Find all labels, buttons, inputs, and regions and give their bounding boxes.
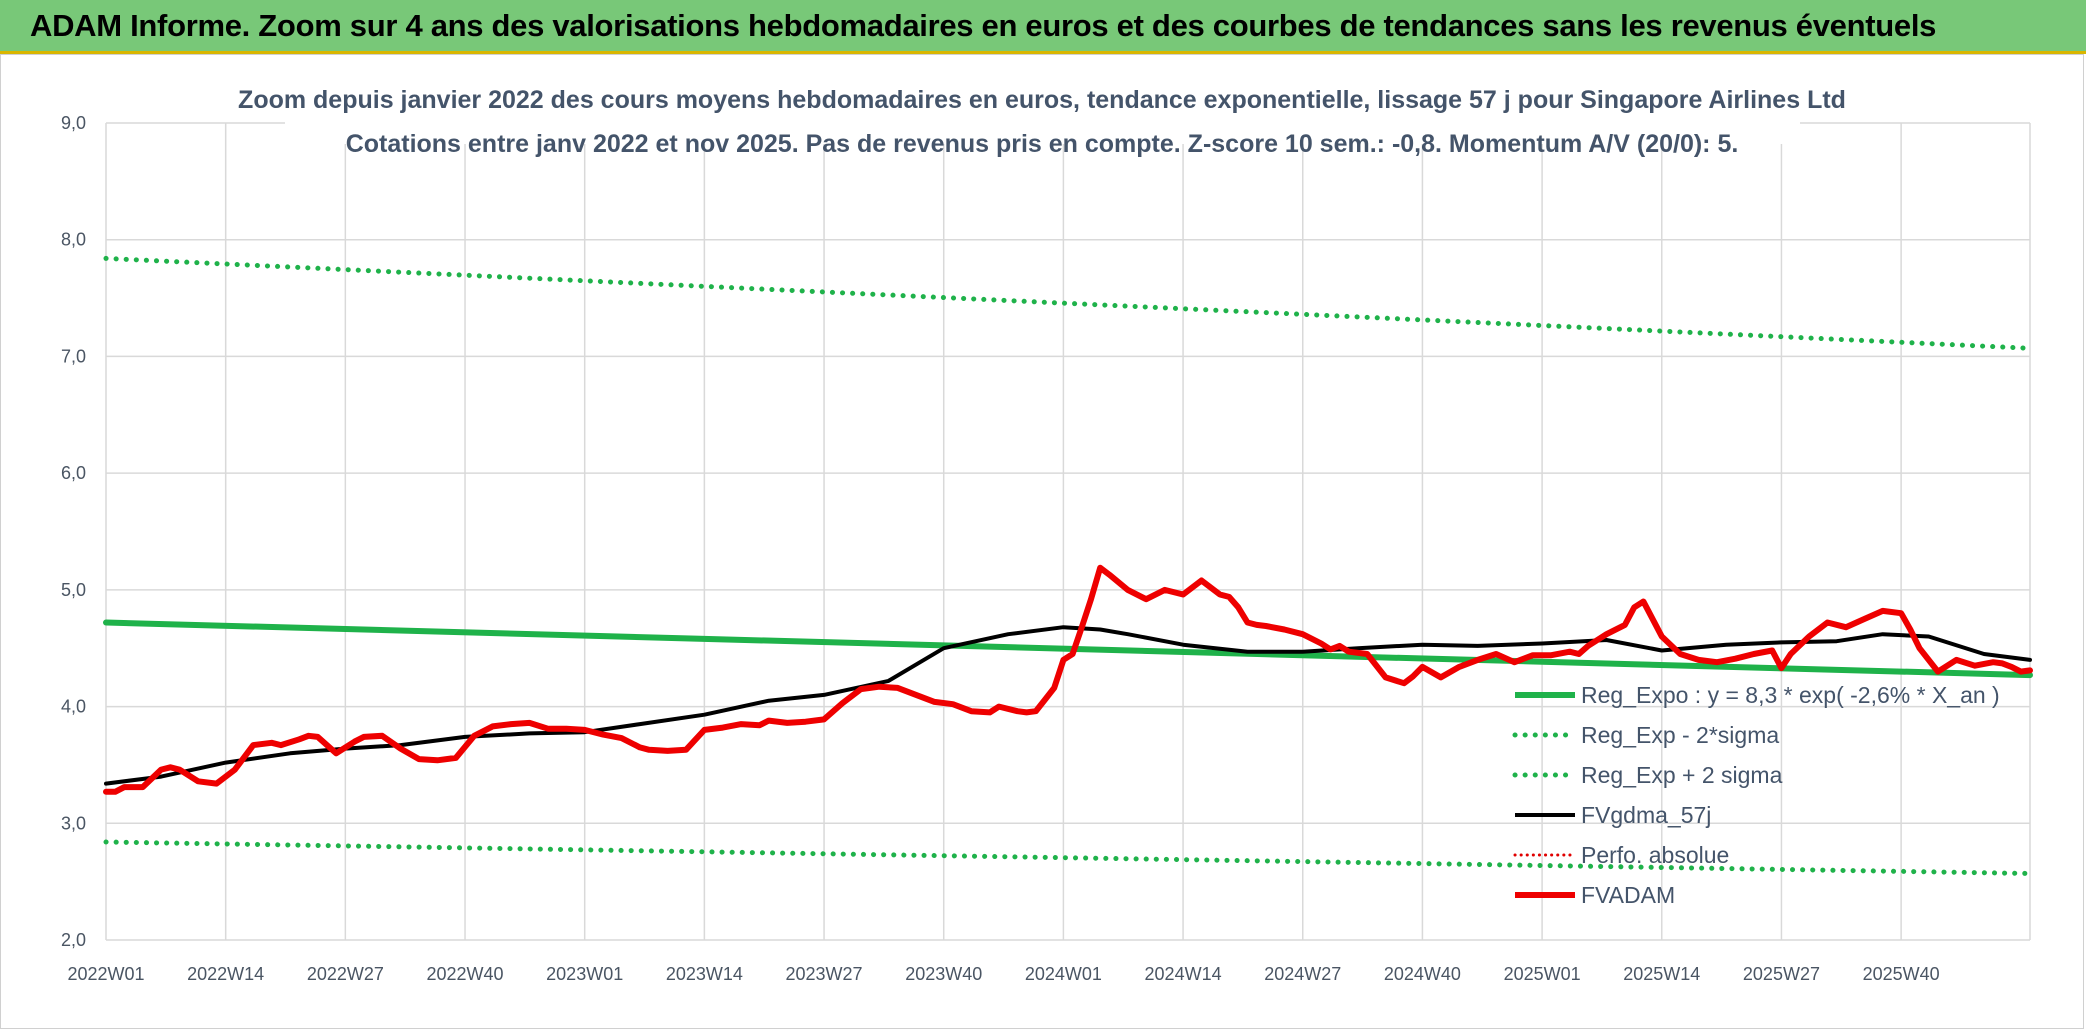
legend-label: FVADAM	[1581, 882, 1675, 908]
x-axis-labels: 2022W01 2022W14 2022W27 2022W40 2023W01 2023W…	[67, 964, 1939, 984]
x-tick-label: 2024W27	[1264, 964, 1341, 984]
series-line	[106, 842, 2030, 874]
legend-label: Reg_Exp - 2*sigma	[1581, 722, 1779, 748]
y-tick-label: 5,0	[61, 580, 86, 600]
y-tick-label: 3,0	[61, 813, 86, 833]
series-line	[106, 568, 2030, 792]
x-tick-label: 2023W27	[786, 964, 863, 984]
x-tick-label: 2024W40	[1384, 964, 1461, 984]
y-tick-label: 9,0	[61, 113, 86, 133]
chart-title: Zoom depuis janvier 2022 des cours moyen…	[238, 86, 1846, 114]
x-tick-label: 2023W14	[666, 964, 743, 984]
x-tick-label: 2025W40	[1863, 964, 1940, 984]
y-tick-label: 6,0	[61, 463, 86, 483]
y-tick-label: 4,0	[61, 697, 86, 717]
x-tick-label: 2025W27	[1743, 964, 1820, 984]
chart-legend: Reg_Expo : y = 8,3 * exp( -2,6% * X_an )…	[1515, 682, 2000, 908]
y-tick-label: 2,0	[61, 930, 86, 950]
legend-label: FVgdma_57j	[1581, 802, 1711, 828]
legend-label: Reg_Expo : y = 8,3 * exp( -2,6% * X_an )	[1581, 682, 2000, 708]
chart-subtitle: Cotations entre janv 2022 et nov 2025. P…	[346, 130, 1739, 158]
x-tick-label: 2022W01	[67, 964, 144, 984]
x-tick-label: 2023W40	[905, 964, 982, 984]
y-tick-label: 8,0	[61, 230, 86, 250]
x-tick-label: 2022W14	[187, 964, 264, 984]
x-tick-label: 2023W01	[546, 964, 623, 984]
x-tick-label: 2022W40	[426, 964, 503, 984]
x-tick-label: 2022W27	[307, 964, 384, 984]
x-tick-label: 2024W01	[1025, 964, 1102, 984]
legend-label: Reg_Exp + 2 sigma	[1581, 762, 1783, 788]
series-line	[106, 258, 2030, 348]
series-line	[106, 623, 2030, 676]
x-tick-label: 2024W14	[1145, 964, 1222, 984]
y-axis-labels: 2,0 3,0 4,0 5,0 6,0 7,0 8,0 9,0	[61, 113, 86, 950]
legend-label: Perfo. absolue	[1581, 842, 1729, 868]
chart-grid	[106, 123, 2030, 940]
y-tick-label: 7,0	[61, 346, 86, 366]
x-tick-label: 2025W01	[1504, 964, 1581, 984]
x-tick-label: 2025W14	[1623, 964, 1700, 984]
